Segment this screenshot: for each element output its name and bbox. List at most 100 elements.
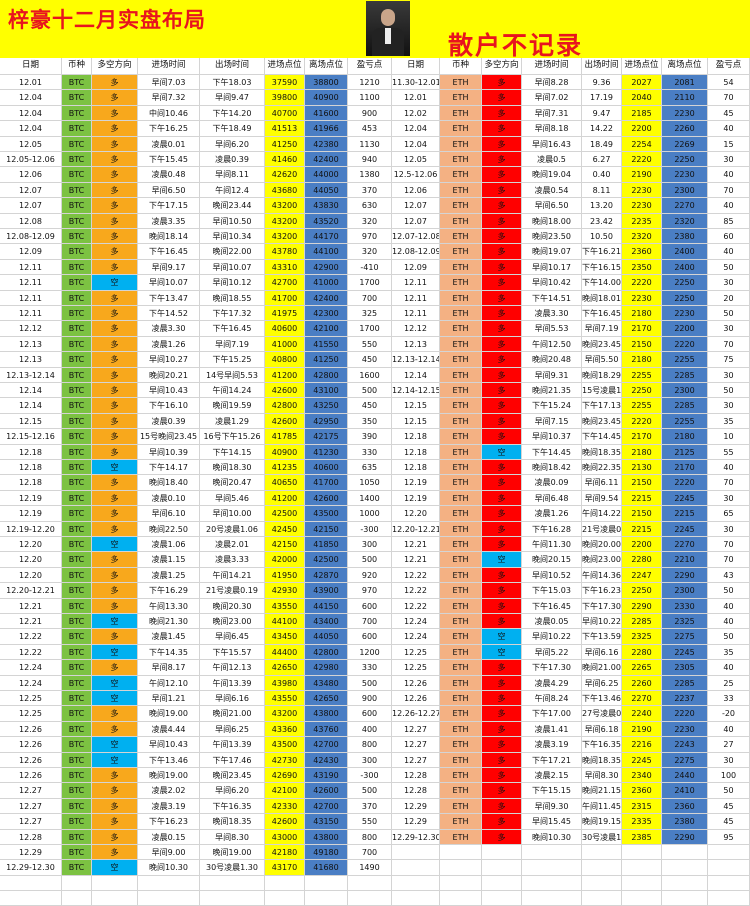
entry-time: 晚间20.21 [138, 367, 200, 383]
entry-price: 2200 [622, 121, 662, 137]
profit: 70 [708, 552, 750, 568]
exit-time: 早间6.25 [200, 721, 265, 738]
profit: 65 [708, 506, 750, 522]
date: 12.07 [0, 182, 62, 199]
date: 12.28 [392, 783, 440, 799]
direction: 多 [482, 675, 522, 691]
direction: 多 [92, 352, 138, 368]
entry-time: 晚间18.14 [138, 229, 200, 245]
entry-price: 42000 [265, 552, 305, 568]
date: 12.11 [392, 290, 440, 306]
profit: 1700 [348, 321, 392, 337]
empty-cell [92, 875, 138, 892]
exit-price: 42400 [305, 152, 348, 168]
entry-price: 2320 [622, 229, 662, 245]
entry-time: 凌晨0.39 [138, 413, 200, 430]
profit: 600 [348, 598, 392, 614]
entry-price: 2280 [622, 552, 662, 568]
entry-time: 午间12.10 [138, 675, 200, 691]
entry-time: 晚间20.48 [522, 352, 582, 368]
exit-price: 42650 [305, 691, 348, 707]
exit-time: 早间9.54 [582, 490, 622, 507]
entry-price: 2335 [622, 814, 662, 830]
date: 12.20 [0, 537, 62, 553]
direction: 多 [482, 660, 522, 676]
coin: BTC [62, 798, 92, 815]
coin: BTC [62, 259, 92, 276]
empty-cell [708, 875, 750, 892]
exit-time: 午间13.39 [200, 737, 265, 753]
profit: 1400 [348, 490, 392, 507]
date: 12.22 [392, 567, 440, 584]
entry-price: 40650 [265, 475, 305, 491]
entry-time: 下午17.21 [522, 752, 582, 768]
date: 12.27 [0, 798, 62, 815]
entry-price: 2360 [622, 244, 662, 260]
exit-price: 2230 [662, 721, 708, 738]
entry-time: 午间12.50 [522, 336, 582, 353]
date: 12.20 [0, 552, 62, 568]
coin: ETH [440, 105, 482, 122]
date: 12.20 [392, 506, 440, 522]
date: 12.26 [0, 768, 62, 784]
entry-price: 2254 [622, 136, 662, 152]
date: 12.11 [392, 275, 440, 291]
date: 12.29-12.30 [0, 860, 62, 876]
profit: 630 [348, 198, 392, 214]
direction: 多 [482, 90, 522, 106]
date: 12.22 [392, 598, 440, 614]
exit-price: 2125 [662, 444, 708, 460]
exit-price: 42800 [305, 644, 348, 661]
empty-cell [622, 860, 662, 876]
coin: BTC [62, 352, 92, 368]
direction: 多 [92, 105, 138, 122]
profit: 900 [348, 691, 392, 707]
profit: 100 [708, 768, 750, 784]
date: 12.29 [392, 814, 440, 830]
empty-cell [138, 891, 200, 906]
date: 12.22 [0, 644, 62, 661]
exit-time: 午间13.39 [200, 675, 265, 691]
coin: ETH [440, 614, 482, 630]
empty-cell [482, 845, 522, 861]
coin: ETH [440, 182, 482, 199]
exit-time: 下午16.35 [200, 798, 265, 815]
profit: 40 [708, 460, 750, 476]
entry-price: 40600 [265, 321, 305, 337]
profit: 800 [348, 737, 392, 753]
date: 12.18 [392, 444, 440, 460]
coin: ETH [440, 490, 482, 507]
coin: BTC [62, 182, 92, 199]
direction: 多 [482, 768, 522, 784]
entry-price: 40900 [265, 444, 305, 460]
exit-price: 43150 [305, 814, 348, 830]
coin: ETH [440, 136, 482, 152]
exit-time: 下午14.20 [200, 105, 265, 122]
exit-time: 早间6.20 [200, 783, 265, 799]
entry-time: 早间10.22 [522, 629, 582, 645]
exit-time: 早间9.47 [200, 90, 265, 106]
empty-cell [62, 875, 92, 892]
entry-price: 41200 [265, 367, 305, 383]
exit-price: 2230 [662, 306, 708, 322]
profit: 30 [708, 321, 750, 337]
entry-time: 下午17.30 [522, 660, 582, 676]
profit: 550 [348, 336, 392, 353]
exit-price: 42300 [305, 306, 348, 322]
entry-price: 39800 [265, 90, 305, 106]
direction: 多 [482, 814, 522, 830]
profit: 95 [708, 829, 750, 845]
exit-time: 早间5.50 [582, 352, 622, 368]
exit-price: 43520 [305, 213, 348, 229]
entry-price: 43310 [265, 259, 305, 276]
date: 12.08-12.09 [392, 244, 440, 260]
entry-time: 下午13.46 [138, 752, 200, 768]
exit-price: 2270 [662, 198, 708, 214]
coin: ETH [440, 75, 482, 91]
date: 12.20-12.21 [0, 583, 62, 599]
entry-time: 早间7.32 [138, 90, 200, 106]
coin: ETH [440, 229, 482, 245]
exit-time: 14.22 [582, 121, 622, 137]
exit-price: 41550 [305, 336, 348, 353]
entry-price: 2270 [622, 691, 662, 707]
